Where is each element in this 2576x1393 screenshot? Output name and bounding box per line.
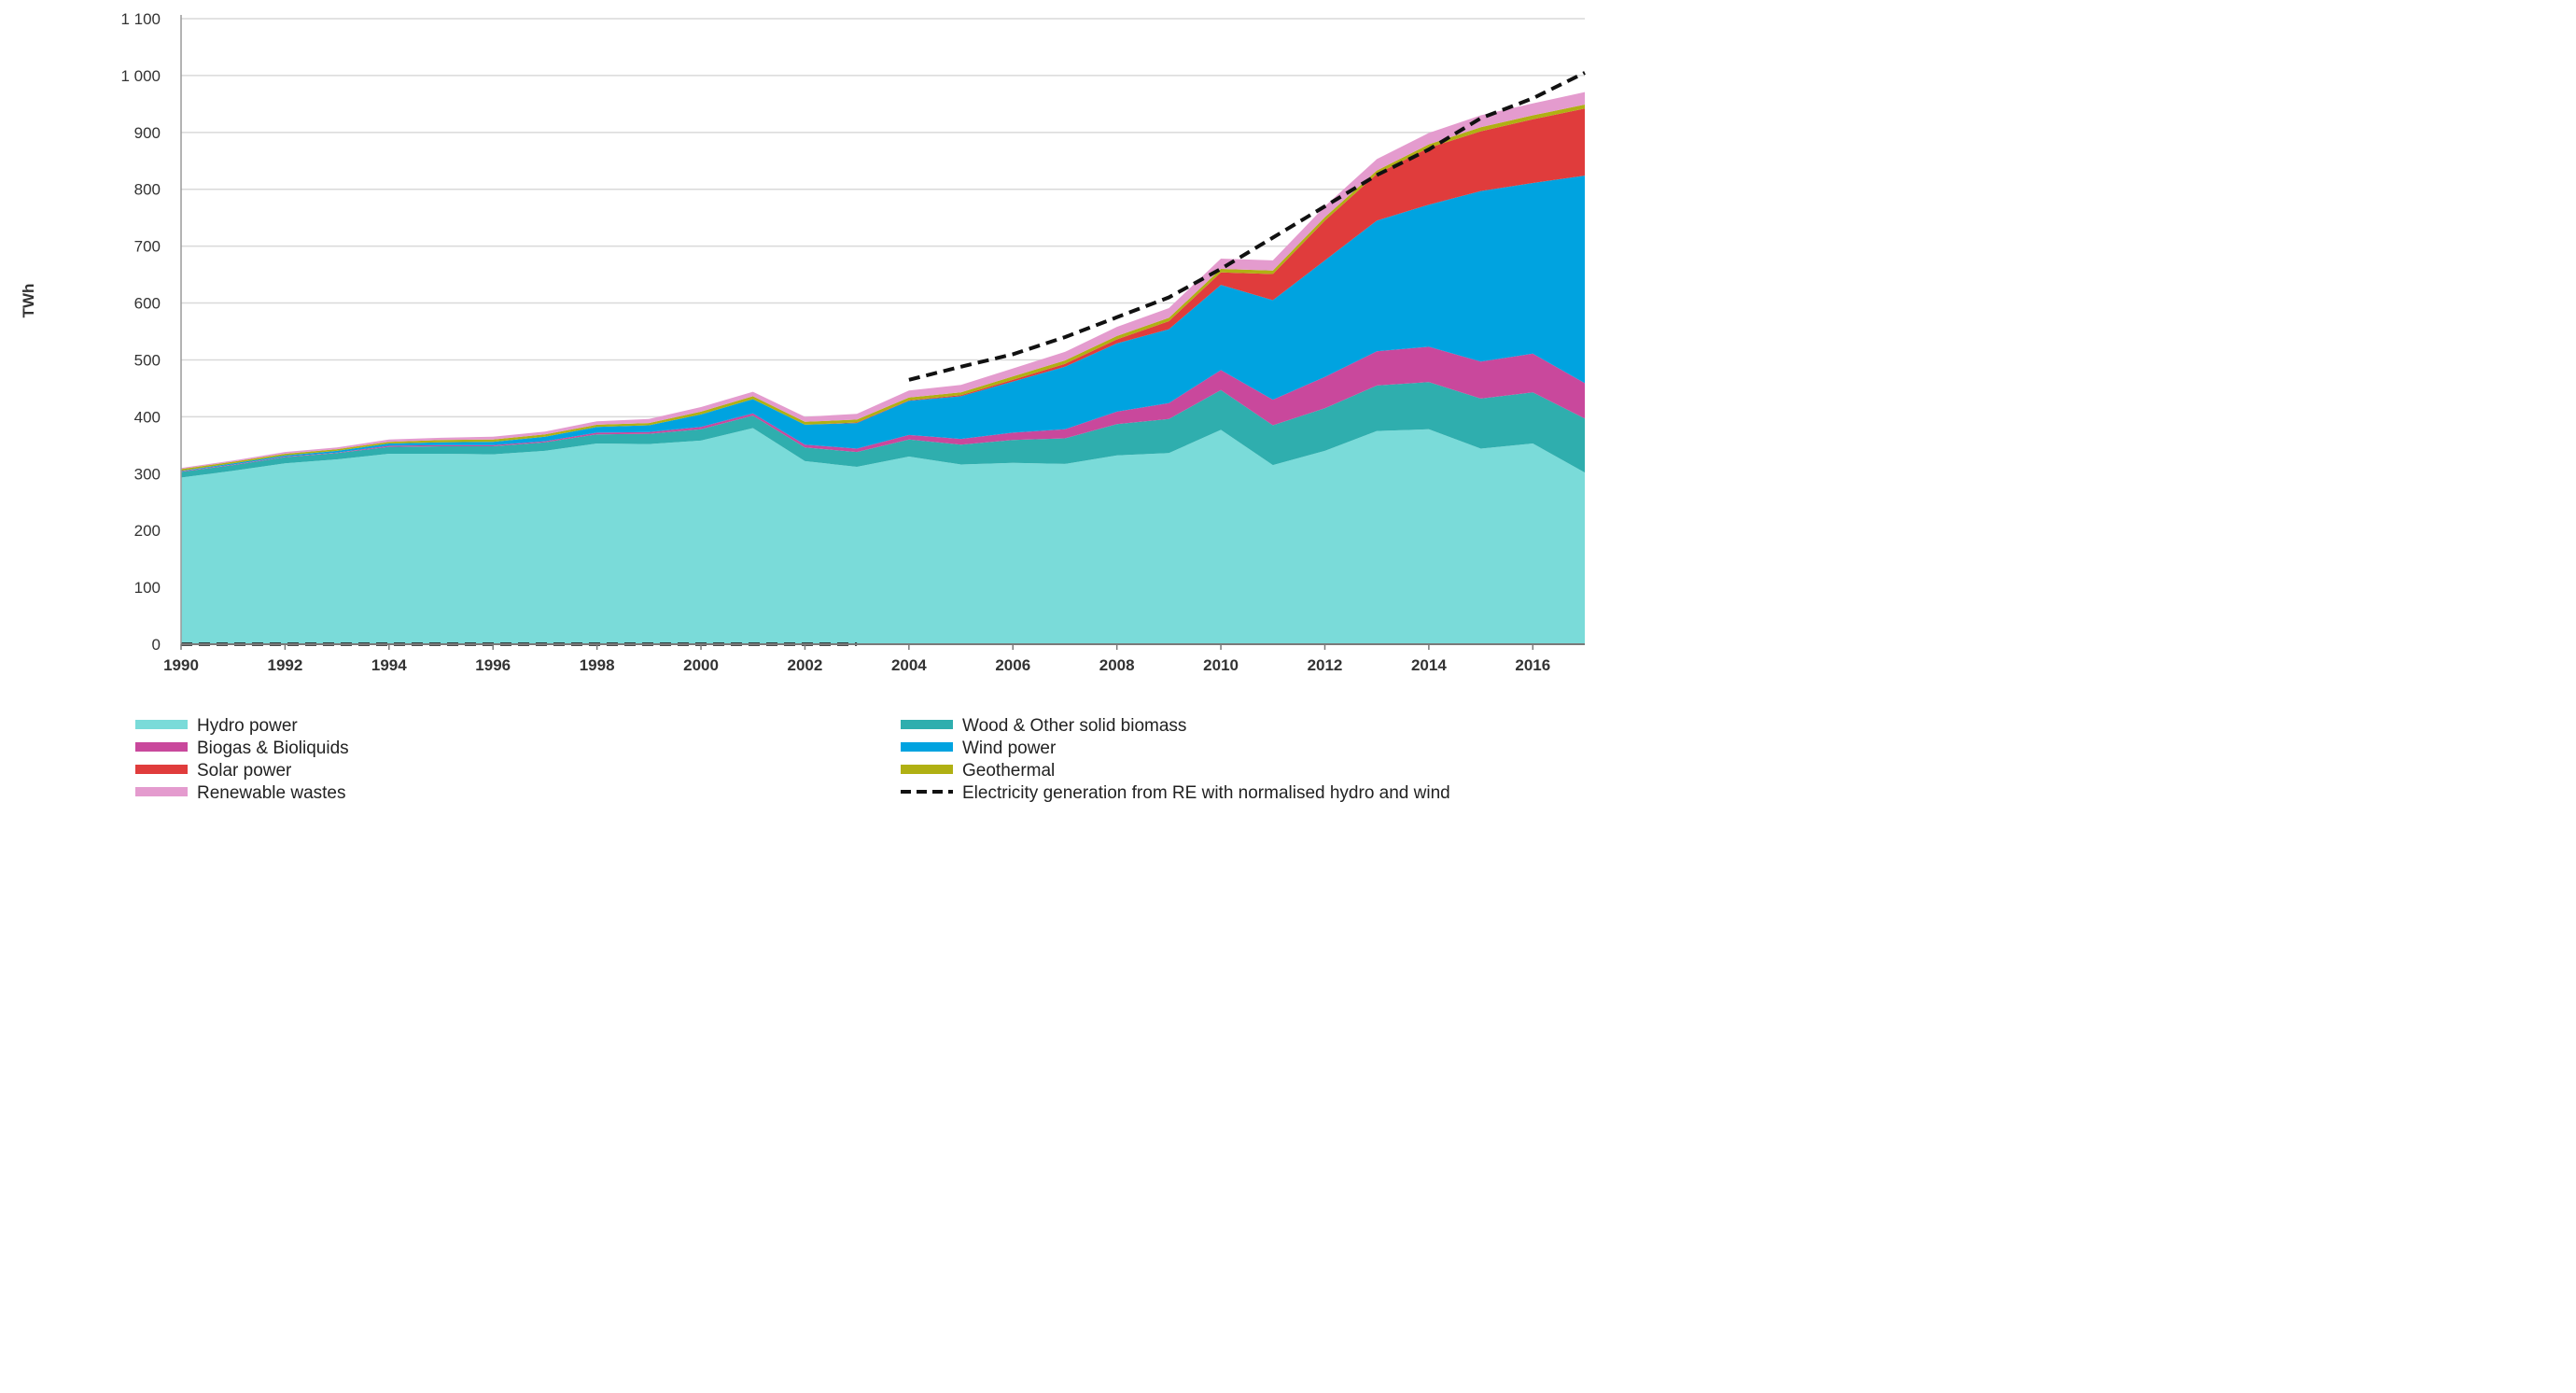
- legend-swatch: [901, 742, 953, 752]
- x-tick-label: 2014: [1411, 656, 1447, 674]
- legend-swatch: [901, 765, 953, 774]
- y-axis-ticks: 0 100 200 300 400 500 600 700 800 900 1 000 1 100: [120, 10, 161, 654]
- legend-item: Hydro power: [135, 716, 298, 736]
- legend-label: Wood & Other solid biomass: [962, 716, 1186, 736]
- x-tick-label: 2000: [683, 656, 719, 674]
- x-tick-label: 1992: [267, 656, 302, 674]
- legend-label: Biogas & Bioliquids: [197, 739, 349, 758]
- x-tick-label: 1994: [371, 656, 407, 674]
- y-tick-label: 400: [134, 408, 161, 426]
- y-tick-label: 1 000: [120, 67, 161, 85]
- x-tick-label: 1998: [580, 656, 615, 674]
- legend-label: Renewable wastes: [197, 783, 345, 803]
- legend-item: Electricity generation from RE with norm…: [901, 783, 1450, 803]
- y-tick-label: 200: [134, 522, 161, 540]
- x-tick-label: 2016: [1515, 656, 1550, 674]
- legend-label: Solar power: [197, 761, 292, 781]
- axes: [180, 15, 1585, 645]
- legend-item: Geothermal: [901, 761, 1055, 781]
- y-tick-label: 700: [134, 238, 161, 256]
- legend-swatch: [135, 720, 188, 729]
- legend-label: Hydro power: [197, 716, 298, 736]
- area-solar-power: [181, 108, 1585, 471]
- y-tick-label: 500: [134, 351, 161, 369]
- y-tick-label: 600: [134, 295, 161, 313]
- dashed-normalised-line: [908, 71, 1586, 382]
- y-tick-label: 800: [134, 181, 161, 199]
- area-wind-power: [181, 176, 1585, 471]
- x-tick-label: 2010: [1203, 656, 1239, 674]
- x-tick-label: 2008: [1099, 656, 1135, 674]
- y-axis-title: TWh: [20, 284, 37, 318]
- y-tick-label: 1 100: [120, 10, 161, 28]
- x-tick-label: 2004: [891, 656, 927, 674]
- y-tick-label: 300: [134, 465, 161, 483]
- x-tick-label: 2012: [1308, 656, 1343, 674]
- area-wood-other-solid-biomass: [181, 382, 1585, 478]
- legend-swatch: [901, 720, 953, 729]
- legend-item: Wood & Other solid biomass: [901, 716, 1186, 736]
- legend-label: Wind power: [962, 739, 1057, 758]
- legend-swatch: [135, 787, 188, 796]
- legend-swatch: [135, 742, 188, 752]
- x-tick-label: 2006: [995, 656, 1030, 674]
- x-tick-label: 1990: [163, 656, 199, 674]
- legend-swatch: [135, 765, 188, 774]
- stacked-areas: [181, 91, 1585, 644]
- legend-item: Renewable wastes: [135, 783, 345, 803]
- legend-label: Geothermal: [962, 761, 1055, 781]
- legend-item: Wind power: [901, 739, 1057, 758]
- area-biogas-bioliquids: [181, 346, 1585, 472]
- x-axis-ticks: 1990 1992 1994 1996 1998 2000 2002 2004 2006 2008…: [163, 644, 1550, 674]
- area-hydro-power: [181, 428, 1585, 644]
- x-tick-label: 1996: [475, 656, 511, 674]
- x-tick-label: 2002: [788, 656, 823, 674]
- area-renewable-wastes: [181, 91, 1585, 470]
- y-tick-label: 100: [134, 579, 161, 597]
- legend-item: Biogas & Bioliquids: [135, 739, 349, 758]
- y-tick-label: 0: [152, 636, 161, 654]
- legend: Hydro power Wood & Other solid biomass Bio…: [135, 716, 1450, 803]
- legend-label: Electricity generation from RE with norm…: [962, 783, 1450, 803]
- legend-item: Solar power: [135, 761, 292, 781]
- y-tick-label: 900: [134, 124, 161, 142]
